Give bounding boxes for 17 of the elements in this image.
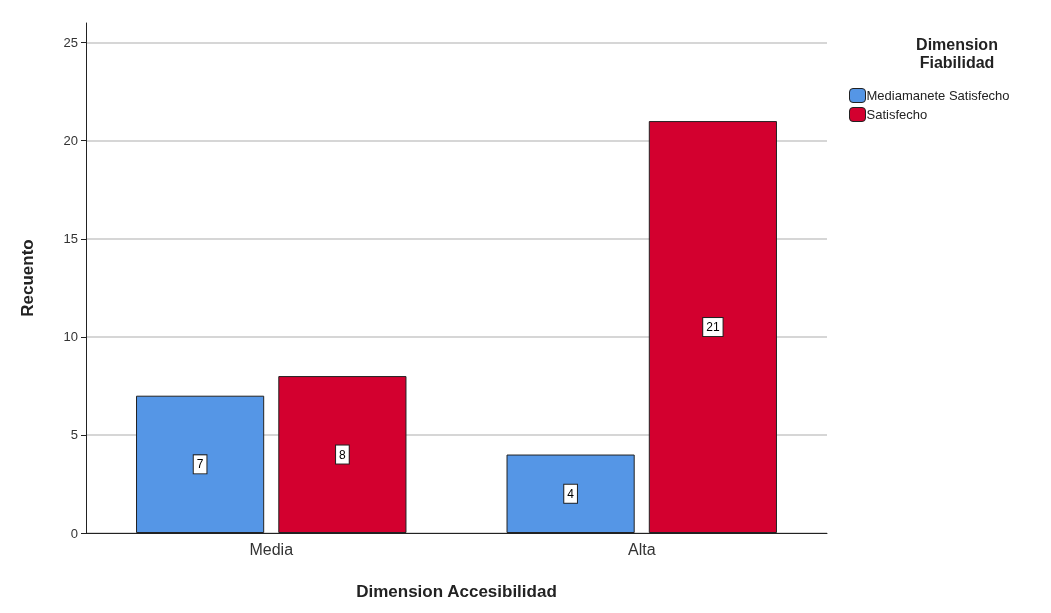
legend-title: Dimension Fiabilidad	[916, 35, 998, 71]
data-label: 8	[339, 447, 347, 462]
y-axis-title: Recuento	[18, 239, 37, 317]
x-tick-label: Media	[249, 540, 294, 558]
legend-label: Satisfecho	[866, 107, 928, 122]
legend-label: Mediamanete Satisfecho	[866, 88, 1010, 103]
data-label: 21	[706, 320, 720, 335]
y-tick-label: 0	[70, 525, 78, 541]
y-tick-label: 15	[63, 231, 78, 247]
y-tick-label: 5	[70, 427, 78, 443]
data-label: 7	[196, 457, 204, 472]
y-tick-label: 25	[63, 35, 78, 51]
y-tick-label: 20	[63, 133, 78, 149]
data-label: 4	[567, 486, 575, 501]
x-tick-label: Alta	[627, 540, 656, 558]
x-axis-title: Dimension Accesibilidad	[356, 582, 557, 601]
y-tick-label: 10	[63, 329, 78, 345]
